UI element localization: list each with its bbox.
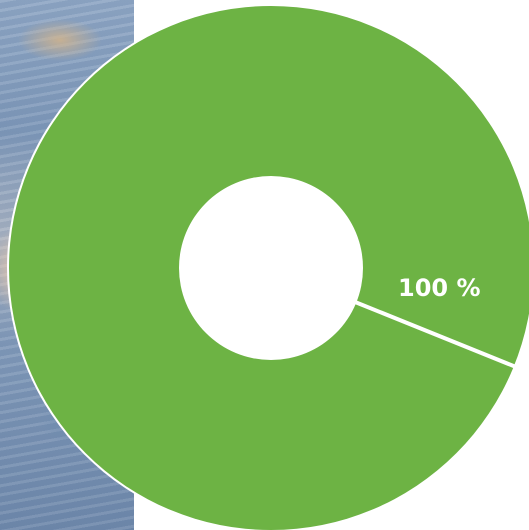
slice-label: 100 %: [398, 274, 481, 302]
slice-separator: [353, 299, 519, 370]
donut-hole: [179, 176, 363, 360]
